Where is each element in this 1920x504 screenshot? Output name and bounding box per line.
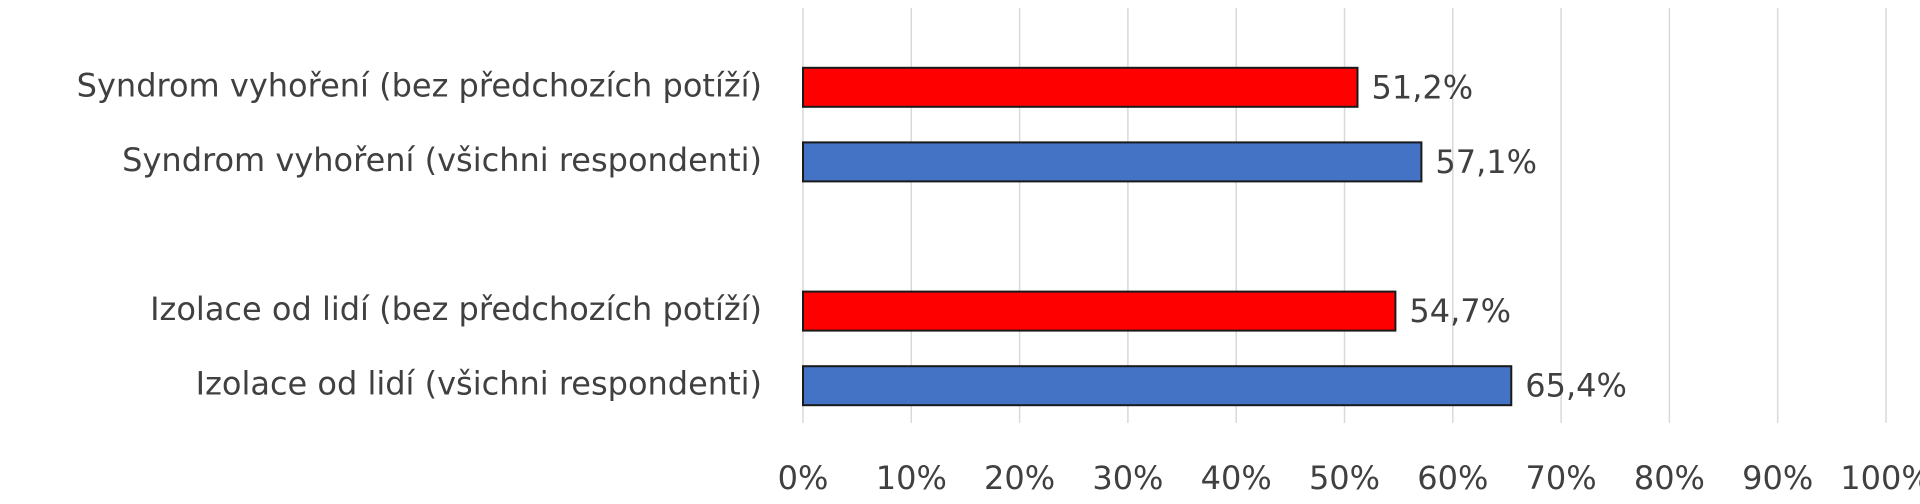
x-tick-label: 80% (1634, 459, 1705, 497)
category-label: Izolace od lidí (bez předchozích potíží) (150, 290, 762, 328)
category-label: Izolace od lidí (všichni respondenti) (196, 365, 762, 403)
bar (802, 290, 1397, 332)
value-label: 57,1% (1435, 143, 1537, 181)
x-tick-label: 100% (1840, 459, 1920, 497)
x-tick-label: 10% (876, 459, 947, 497)
x-tick-label: 0% (778, 459, 829, 497)
bar (802, 141, 1423, 183)
value-label: 51,2% (1371, 68, 1473, 106)
category-label: Syndrom vyhoření (všichni respondenti) (122, 141, 762, 179)
value-label: 54,7% (1409, 292, 1511, 330)
x-tick-label: 70% (1526, 459, 1597, 497)
x-tick-label: 60% (1417, 459, 1488, 497)
bar (802, 66, 1359, 108)
x-tick-label: 50% (1309, 459, 1380, 497)
value-label: 65,4% (1525, 367, 1627, 405)
x-tick-label: 40% (1201, 459, 1272, 497)
bar (802, 365, 1513, 407)
category-label: Syndrom vyhoření (bez předchozích potíží… (77, 66, 762, 104)
x-tick-label: 30% (1092, 459, 1163, 497)
x-tick-label: 90% (1742, 459, 1813, 497)
x-tick-label: 20% (984, 459, 1055, 497)
